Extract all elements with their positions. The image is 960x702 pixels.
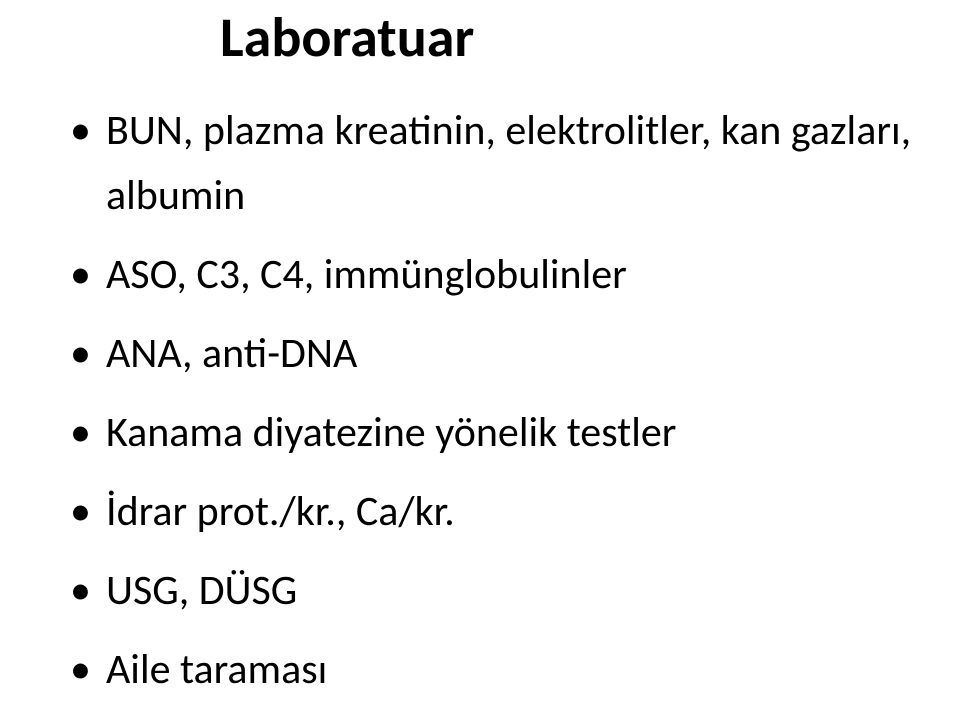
slide-container: Laboratuar BUN, plazma kreatinin, elektr…: [0, 0, 960, 700]
slide-title: Laboratuar: [220, 8, 920, 70]
bullet-list: BUN, plazma kreatinin, elektrolitler, ka…: [70, 98, 920, 702]
list-item: USG, DÜSG: [70, 558, 920, 623]
list-item: Kanama diyatezine yönelik testler: [70, 400, 920, 465]
list-item: İdrar prot./kr., Ca/kr.: [70, 479, 920, 544]
list-item: ASO, C3, C4, immünglobulinler: [70, 242, 920, 307]
list-item: Aile taraması: [70, 637, 920, 702]
list-item: BUN, plazma kreatinin, elektrolitler, ka…: [70, 98, 920, 228]
list-item: ANA, anti-DNA: [70, 321, 920, 386]
